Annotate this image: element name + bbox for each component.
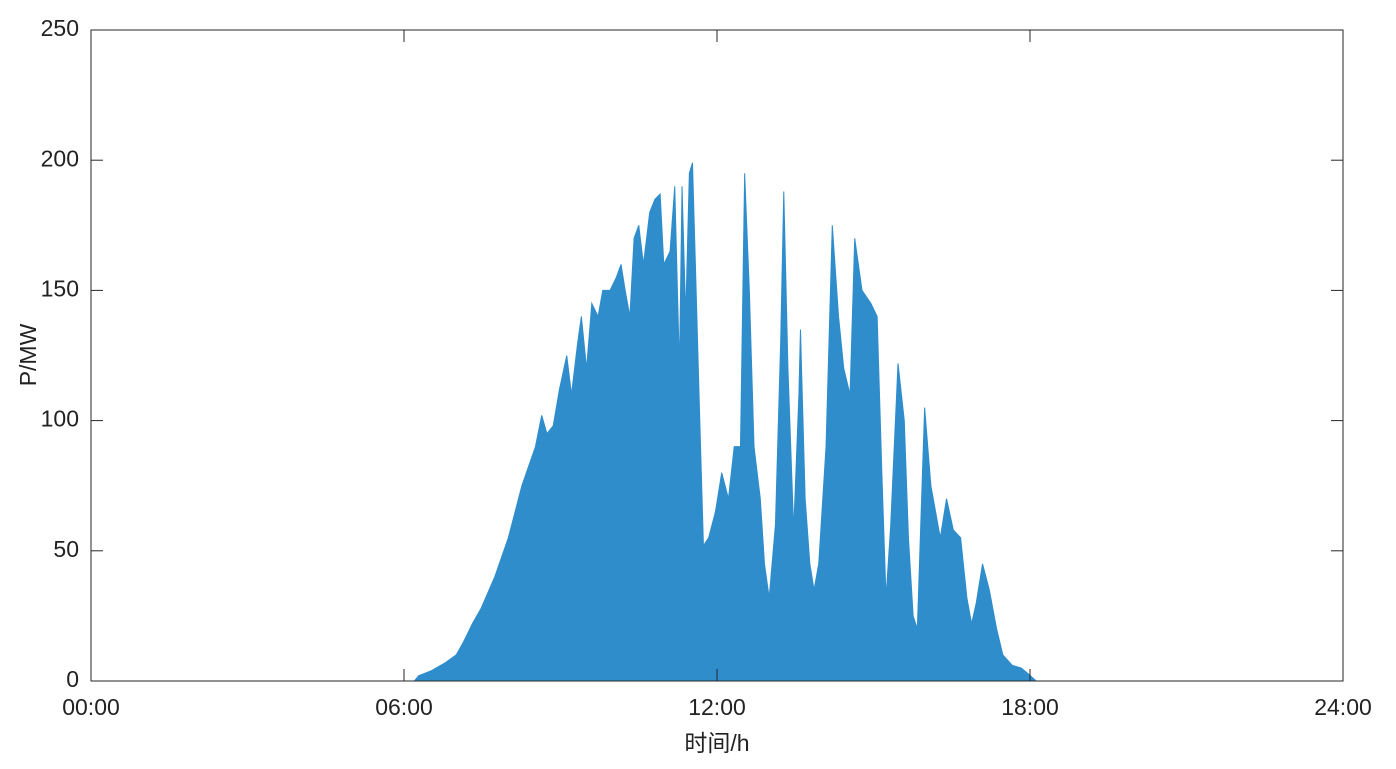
y-tick-label: 250 (41, 15, 79, 41)
x-tick-label: 06:00 (375, 694, 433, 720)
y-axis-label: P/MW (15, 323, 41, 386)
x-tick-label: 00:00 (62, 694, 120, 720)
y-tick-label: 50 (53, 536, 79, 562)
x-axis-label: 时间/h (684, 730, 749, 756)
y-tick-label: 150 (41, 275, 79, 301)
y-tick-label: 100 (41, 406, 79, 432)
x-tick-label: 12:00 (688, 694, 746, 720)
area (91, 162, 1343, 682)
x-tick-label: 18:00 (1001, 694, 1059, 720)
y-tick-label: 0 (66, 666, 79, 692)
x-tick-label: 24:00 (1314, 694, 1372, 720)
y-tick-label: 200 (41, 145, 79, 171)
